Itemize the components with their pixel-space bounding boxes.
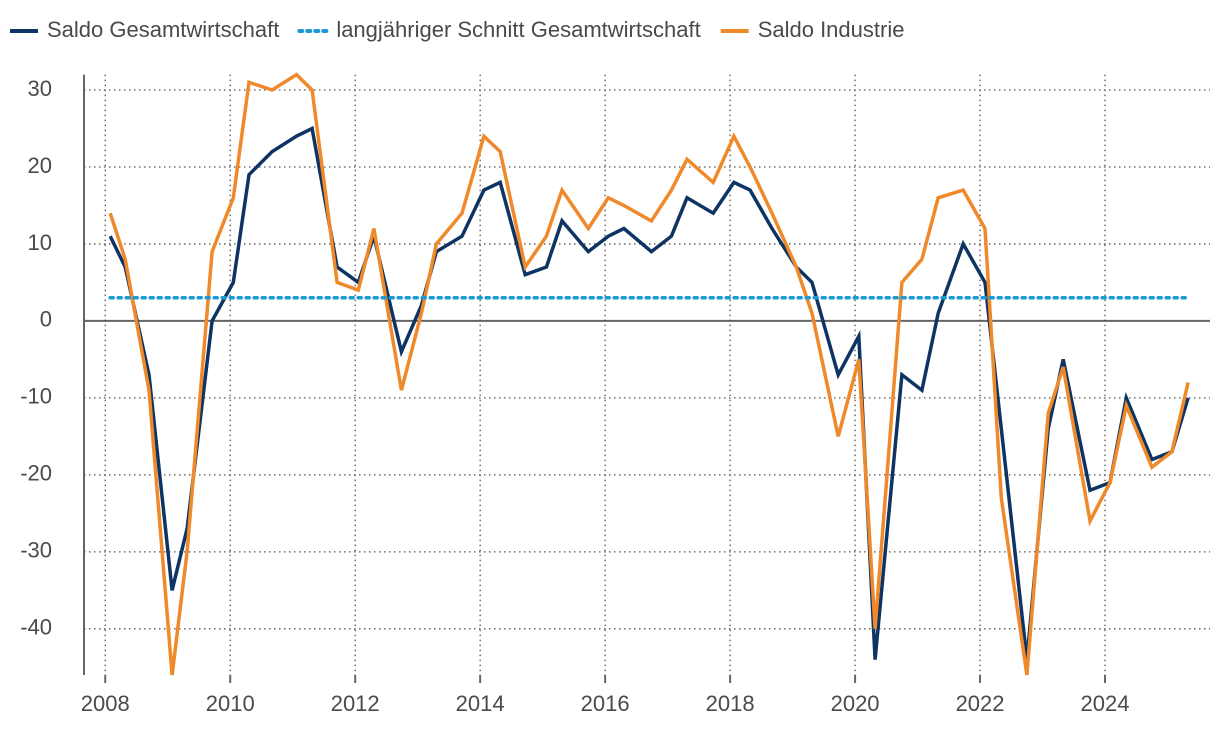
x-tick-label: 2016: [581, 691, 630, 716]
x-tick-label: 2018: [706, 691, 755, 716]
x-tick-label: 2012: [331, 691, 380, 716]
y-tick-label: -40: [20, 615, 52, 640]
x-tick-label: 2022: [956, 691, 1005, 716]
y-tick-label: 30: [28, 76, 52, 101]
line-series: [108, 72, 1190, 676]
line-series: [108, 125, 1190, 660]
y-tick-label: -20: [20, 461, 52, 486]
y-tick-label: -30: [20, 538, 52, 563]
x-tick-label: 2014: [456, 691, 505, 716]
x-tick-label: 2010: [206, 691, 255, 716]
x-tick-label: 2024: [1081, 691, 1130, 716]
legend-label: Saldo Gesamtwirtschaft: [47, 17, 279, 42]
legend-label: langjähriger Schnitt Gesamtwirtschaft: [336, 17, 700, 42]
y-tick-label: 10: [28, 230, 52, 255]
y-tick-label: 20: [28, 153, 52, 178]
y-tick-label: -10: [20, 384, 52, 409]
y-tick-label: 0: [40, 307, 52, 332]
legend-label: Saldo Industrie: [758, 17, 905, 42]
x-tick-label: 2020: [831, 691, 880, 716]
x-tick-label: 2008: [81, 691, 130, 716]
